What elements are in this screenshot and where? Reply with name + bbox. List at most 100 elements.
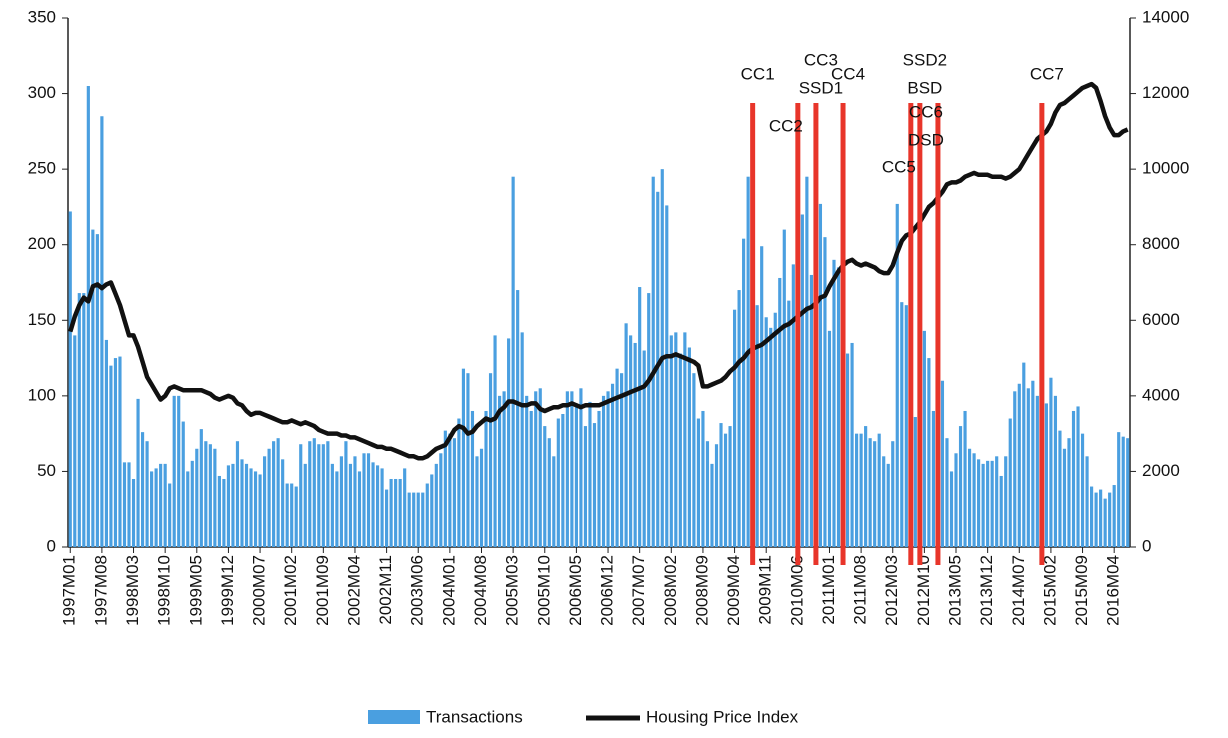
bar: [168, 483, 172, 547]
bar: [900, 302, 904, 547]
event-label: SSD1: [799, 78, 843, 97]
bar: [597, 410, 601, 547]
bar: [913, 417, 917, 547]
bar: [927, 358, 931, 547]
bar: [809, 274, 813, 547]
bar: [674, 332, 678, 547]
x-tick-label: 2008M09: [692, 555, 711, 626]
bar: [1017, 383, 1021, 547]
bar: [339, 456, 343, 547]
bar: [629, 335, 633, 547]
bar: [696, 418, 701, 547]
bar: [131, 478, 136, 547]
bar: [931, 410, 935, 547]
event-label: CC7: [1030, 64, 1064, 83]
bar: [836, 267, 841, 547]
bar: [525, 395, 529, 547]
bar: [1035, 395, 1039, 547]
x-tick-label: 2002M04: [344, 555, 363, 626]
bar: [1049, 377, 1053, 547]
bar: [601, 395, 606, 547]
bar: [891, 441, 895, 547]
bar: [737, 290, 741, 547]
bar: [443, 430, 447, 547]
bar: [755, 305, 759, 547]
bar: [375, 465, 380, 547]
bar: [823, 237, 827, 547]
bar: [719, 423, 723, 547]
bar: [873, 441, 877, 547]
bar: [1099, 489, 1103, 547]
bar: [466, 373, 470, 547]
bar: [714, 444, 719, 547]
bar: [922, 330, 926, 547]
bar: [100, 116, 104, 547]
bar: [434, 463, 438, 547]
bar: [1008, 418, 1012, 547]
bar: [705, 441, 710, 547]
bar: [886, 463, 890, 547]
bar: [267, 448, 271, 547]
bar: [335, 471, 339, 547]
bar: [177, 395, 181, 547]
bar: [475, 456, 479, 547]
bar: [1071, 410, 1076, 547]
bar: [488, 373, 493, 547]
bar: [394, 478, 398, 547]
bar: [222, 478, 226, 547]
bar: [452, 438, 456, 547]
bar: [1126, 438, 1130, 547]
bar: [118, 356, 122, 547]
bar: [949, 471, 954, 547]
bar: [407, 492, 411, 547]
bar: [421, 492, 425, 547]
bar: [687, 347, 691, 547]
bar: [1080, 433, 1085, 547]
bar: [249, 468, 253, 547]
bar: [321, 444, 325, 547]
bar: [150, 471, 154, 547]
bar: [516, 290, 520, 547]
bar: [1031, 380, 1035, 547]
y-tick-label: 250: [28, 159, 56, 178]
bar: [244, 463, 249, 547]
bar: [995, 456, 999, 547]
bar: [805, 176, 809, 547]
bar: [1067, 438, 1071, 547]
event-label: CC5: [882, 157, 916, 176]
y2-tick-label: 14000: [1142, 7, 1189, 26]
bar: [294, 486, 298, 547]
bar: [845, 353, 850, 547]
bar: [1062, 448, 1067, 547]
bar: [954, 453, 958, 547]
y-tick-label: 0: [47, 536, 56, 555]
bar: [967, 448, 972, 547]
bar: [1013, 391, 1017, 547]
bar: [303, 463, 307, 547]
bar: [1053, 395, 1058, 547]
bar: [615, 368, 619, 547]
bar: [877, 433, 881, 547]
bar: [127, 462, 131, 547]
bar: [588, 401, 592, 547]
event-label: CC4: [831, 64, 865, 83]
bar: [882, 456, 886, 547]
y-tick-label: 350: [28, 7, 56, 26]
bar: [606, 391, 610, 547]
bar: [380, 468, 384, 547]
bar: [945, 438, 949, 547]
x-tick-label: 2004M01: [439, 555, 458, 626]
bar: [73, 335, 77, 547]
bar: [565, 391, 569, 547]
bar: [1121, 436, 1125, 547]
bar: [556, 418, 560, 547]
x-tick-label: 1998M10: [155, 555, 174, 626]
bar: [497, 395, 502, 547]
y2-tick-label: 12000: [1142, 83, 1189, 102]
event-label: CC3: [804, 50, 838, 69]
bar: [290, 483, 294, 547]
bar: [281, 459, 285, 547]
bar: [570, 391, 574, 547]
bar: [82, 293, 86, 547]
